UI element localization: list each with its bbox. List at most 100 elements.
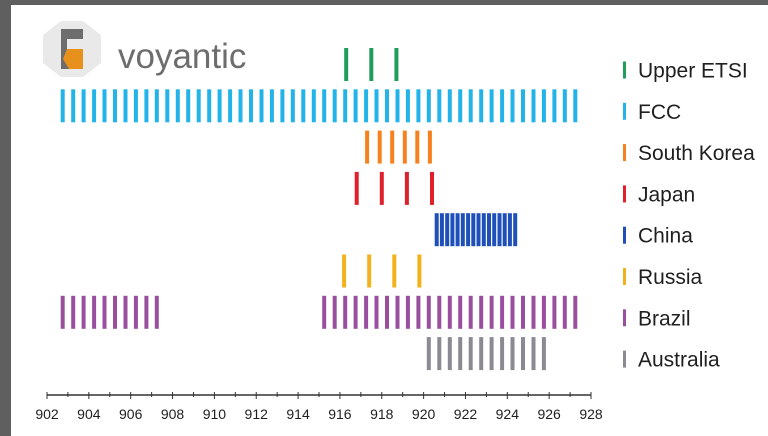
channel-bar bbox=[385, 295, 389, 329]
channel-bar bbox=[507, 213, 512, 247]
channel-bar bbox=[92, 295, 97, 329]
channel-bar bbox=[521, 295, 525, 329]
channel-bar bbox=[364, 295, 369, 329]
channel-bar bbox=[447, 89, 452, 123]
chart-frame: voyantic Upper ETSI FCC South Korea Japan Ch… bbox=[11, 5, 768, 436]
channel-bar bbox=[439, 213, 444, 247]
channel-bar bbox=[332, 295, 337, 329]
channel-bar bbox=[481, 213, 486, 247]
channel-bar bbox=[500, 295, 505, 329]
channel-bar bbox=[144, 89, 149, 123]
channel-bar bbox=[521, 337, 525, 371]
legend-swatch bbox=[623, 226, 626, 244]
channel-bar bbox=[489, 89, 494, 123]
series-fcc bbox=[60, 89, 578, 123]
channel-bar bbox=[500, 89, 505, 123]
channel-bar bbox=[133, 295, 138, 329]
channel-bar bbox=[238, 89, 243, 123]
channel-bar bbox=[460, 213, 465, 247]
x-axis: 902 904 906 908 910 912 914 916 918 920 922 924 926 9… bbox=[35, 392, 603, 422]
channel-bar bbox=[430, 171, 434, 205]
channel-bar bbox=[123, 295, 128, 329]
channel-bar bbox=[521, 89, 525, 123]
channel-bar bbox=[228, 89, 233, 123]
channel-bar bbox=[466, 213, 471, 247]
channel-bar bbox=[455, 213, 460, 247]
channel-bar bbox=[531, 295, 536, 329]
channel-bar bbox=[416, 295, 421, 329]
channel-bar bbox=[249, 89, 253, 123]
channel-bar bbox=[154, 295, 159, 329]
channel-bar bbox=[379, 171, 384, 205]
channel-bar bbox=[81, 89, 86, 123]
channel-bar bbox=[343, 89, 348, 123]
x-tick-label: 904 bbox=[77, 406, 101, 422]
channel-bar bbox=[417, 254, 422, 288]
channel-bar bbox=[541, 295, 546, 329]
channel-bar bbox=[60, 89, 65, 123]
channel-bar bbox=[497, 213, 502, 247]
channel-bar bbox=[60, 295, 65, 329]
x-tick-label: 916 bbox=[328, 406, 352, 422]
series-china bbox=[434, 213, 518, 247]
legend-label: Japan bbox=[638, 183, 695, 206]
channel-bar bbox=[510, 295, 515, 329]
channel-bar bbox=[513, 213, 518, 247]
channel-bar bbox=[573, 89, 578, 123]
channel-bar bbox=[395, 295, 400, 329]
channel-bar bbox=[437, 89, 442, 123]
channel-bar bbox=[364, 89, 369, 123]
channel-bar bbox=[541, 89, 546, 123]
series-south-korea bbox=[365, 130, 432, 164]
channel-bar bbox=[479, 337, 484, 371]
channel-bar bbox=[416, 89, 421, 123]
channel-bar bbox=[332, 89, 337, 123]
channel-bar bbox=[269, 89, 274, 123]
channel-bar bbox=[144, 295, 149, 329]
chart-canvas: voyantic Upper ETSI FCC South Korea Japan Ch… bbox=[35, 21, 755, 422]
x-tick-label: 902 bbox=[35, 406, 59, 422]
legend-swatch bbox=[623, 144, 626, 162]
channel-bar bbox=[71, 89, 76, 123]
channel-bar bbox=[353, 295, 358, 329]
channel-bar bbox=[217, 89, 222, 123]
legend-label: FCC bbox=[638, 101, 681, 124]
channel-bar bbox=[196, 89, 201, 123]
channel-bar bbox=[402, 130, 407, 164]
channel-bar bbox=[487, 213, 491, 247]
channel-bar bbox=[502, 213, 507, 247]
legend-label: Australia bbox=[638, 349, 720, 372]
channel-bar bbox=[489, 295, 494, 329]
channel-bar bbox=[405, 89, 410, 123]
channel-bar bbox=[322, 295, 327, 329]
channel-bar bbox=[133, 89, 138, 123]
channel-bar bbox=[113, 295, 117, 329]
channel-bar bbox=[458, 295, 463, 329]
channel-bar bbox=[445, 213, 450, 247]
channel-bar bbox=[471, 213, 476, 247]
channel-bar bbox=[404, 171, 409, 205]
channel-bar bbox=[81, 295, 86, 329]
x-tick-label: 908 bbox=[161, 406, 185, 422]
channel-bar bbox=[259, 89, 264, 123]
x-tick-label: 924 bbox=[496, 406, 520, 422]
channel-bar bbox=[394, 48, 399, 81]
channel-bar bbox=[552, 295, 557, 329]
legend-swatch bbox=[623, 309, 626, 327]
channel-bar bbox=[492, 213, 497, 247]
series-australia bbox=[426, 337, 546, 371]
channel-bar bbox=[290, 89, 295, 123]
channel-bar bbox=[426, 89, 431, 123]
channel-bar bbox=[552, 89, 557, 123]
channel-bar bbox=[427, 130, 432, 164]
channel-bar bbox=[395, 89, 400, 123]
channel-bar bbox=[531, 337, 536, 371]
channel-bar bbox=[365, 130, 370, 164]
channel-bar bbox=[479, 89, 484, 123]
channel-bar bbox=[301, 89, 306, 123]
channel-bar bbox=[468, 89, 473, 123]
channel-bar bbox=[102, 295, 107, 329]
channel-bar bbox=[280, 89, 285, 123]
channel-bar bbox=[344, 48, 349, 81]
channel-bar bbox=[437, 337, 442, 371]
